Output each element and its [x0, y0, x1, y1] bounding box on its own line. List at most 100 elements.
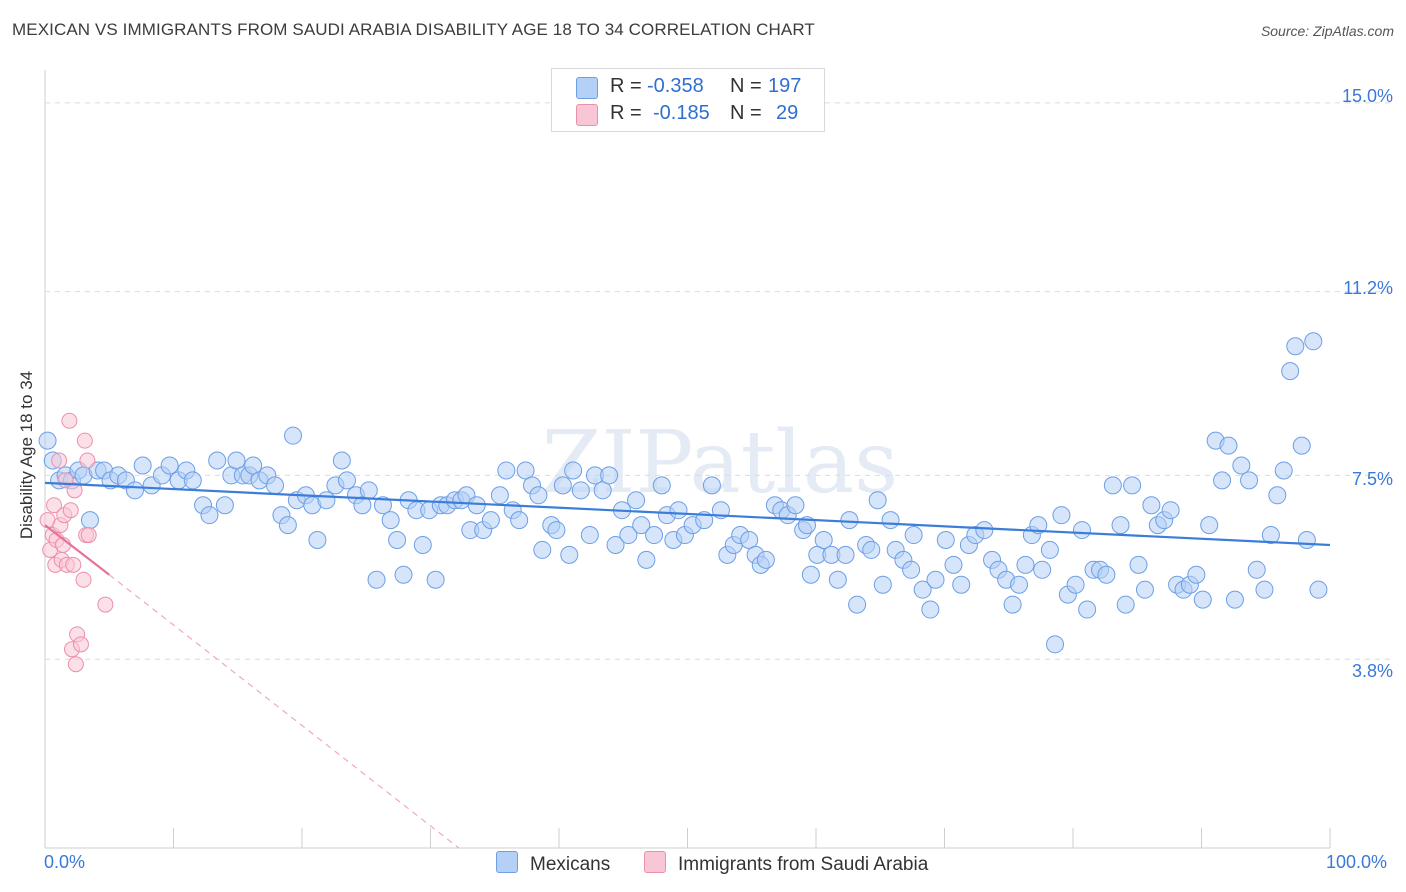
mexicans-point [160, 456, 179, 475]
mexicans-point [740, 531, 759, 549]
mexicans-point [38, 431, 57, 450]
mexicans-point [394, 565, 413, 584]
mexicans-point [702, 476, 721, 495]
mexicans-point [571, 481, 590, 500]
mexicans-point [1219, 436, 1238, 455]
mexicans-point [1046, 635, 1065, 654]
mexicans-point [1123, 476, 1142, 495]
mexicans-point [308, 531, 327, 549]
saudi-point [66, 482, 83, 499]
n-value: 29 [776, 102, 799, 124]
mexicans-point [367, 570, 386, 589]
saudi-trend-line [44, 524, 110, 576]
mexicans-point [814, 531, 833, 549]
y-tick-label: 3.8% [1351, 661, 1393, 681]
mexicans-point [1309, 580, 1328, 599]
mexicans-point [1010, 575, 1029, 594]
trend-lines [44, 481, 1331, 849]
saudi-point [97, 596, 114, 613]
mexicans-point [868, 491, 887, 510]
r-value: -0.185 [653, 102, 710, 124]
mexicans-point [1240, 471, 1259, 490]
mexicans-point [1078, 600, 1097, 619]
saudi-point [45, 497, 62, 514]
watermark: ZIPatlas [542, 413, 898, 513]
mexicans-point [836, 545, 855, 564]
saudi-point [61, 412, 78, 429]
mexicans-point [926, 570, 945, 589]
mexicans-point [426, 570, 445, 589]
bottom-legend-mexicans: Mexicans [496, 851, 610, 876]
mexicans-point [1072, 521, 1091, 540]
saudi-point [75, 571, 92, 588]
mexicans-point [606, 535, 625, 554]
mexicans-point [332, 451, 351, 470]
mexicans-point [619, 526, 638, 545]
mexicans-point [627, 491, 646, 510]
mexicans-point [529, 486, 548, 505]
mexicans-point [1142, 496, 1161, 515]
n-label: N = [730, 102, 762, 124]
mexicans-point [1193, 590, 1212, 609]
mexicans-point [1232, 456, 1251, 475]
mexicans-point [497, 461, 516, 480]
mexicans-point [593, 481, 612, 500]
mexicans-point [600, 466, 619, 485]
saudi-trend-extension [108, 574, 460, 849]
saudi-swatch [576, 104, 598, 126]
mexicans-point [373, 496, 392, 515]
mexicans-point [1066, 575, 1085, 594]
mexicans-point [1255, 580, 1274, 599]
mexicans-point [1281, 362, 1300, 381]
mexicans-point [1103, 476, 1122, 495]
mexicans-point [652, 476, 671, 495]
mexicans-point [133, 456, 152, 475]
mexicans-point [637, 550, 656, 569]
mexicans-point [1304, 332, 1323, 351]
mexicans-point [828, 570, 847, 589]
mexicans-point [278, 516, 297, 535]
mexicans-point [1129, 555, 1148, 574]
mexicans-swatch [496, 851, 518, 873]
mexicans-point [786, 496, 805, 515]
mexicans-point [481, 511, 500, 530]
mexicans-point [553, 476, 572, 495]
mexicans-point [904, 526, 923, 545]
mexicans-point [1097, 565, 1116, 584]
saudi-point [67, 656, 84, 673]
mexicans-point [388, 531, 407, 549]
mexicans-point [1200, 516, 1219, 535]
mexicans-point [413, 535, 432, 554]
mexicans-point [913, 580, 932, 599]
mexicans-point [266, 476, 285, 495]
mexicans-point [580, 526, 599, 545]
mexicans-point [873, 575, 892, 594]
mexicans-point [227, 451, 246, 470]
mexicans-point [125, 481, 144, 500]
mexicans-point [564, 461, 583, 480]
mexicans-swatch [576, 77, 598, 99]
mexicans-point [1003, 595, 1022, 614]
mexicans-points [38, 332, 1328, 654]
legend-label: Mexicans [530, 854, 611, 875]
chart-title: MEXICAN VS IMMIGRANTS FROM SAUDI ARABIA … [12, 20, 815, 39]
n-value: 197 [768, 75, 802, 97]
mexicans-point [547, 521, 566, 540]
mexicans-point [1161, 501, 1180, 520]
mexicans-point [645, 526, 664, 545]
r-label: R = [610, 75, 642, 97]
mexicans-point [1261, 526, 1280, 545]
mexicans-point [490, 486, 509, 505]
correlation-legend: R = -0.358 N = 197 R = -0.185 N = 29 [551, 68, 825, 132]
mexicans-point [862, 540, 881, 559]
mexicans-point [801, 565, 820, 584]
mexicans-point [359, 481, 378, 500]
mexicans-point [1135, 580, 1154, 599]
legend-label: Immigrants from Saudi Arabia [678, 854, 929, 875]
source-credit: Source: ZipAtlas.com [1260, 23, 1394, 39]
mexicans-point [848, 595, 867, 614]
mexicans-point [1040, 540, 1059, 559]
x-tick-label: 0.0% [44, 852, 86, 872]
mexicans-point [669, 501, 688, 520]
mexicans-point [944, 555, 963, 574]
